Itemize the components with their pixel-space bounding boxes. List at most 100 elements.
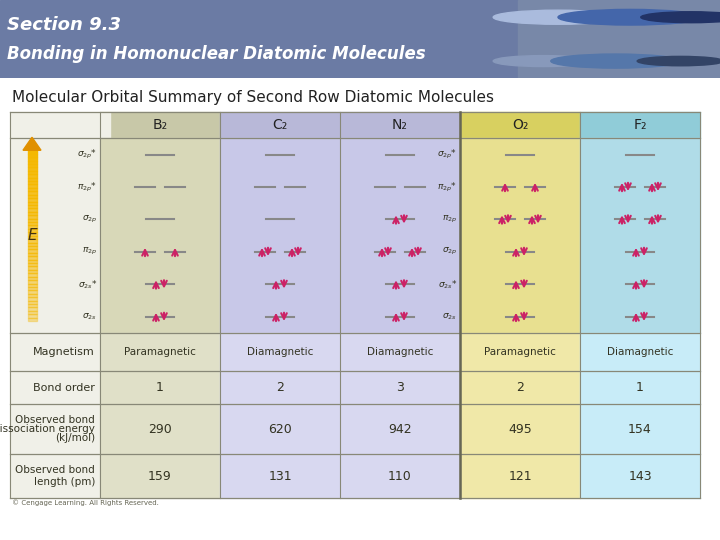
Bar xyxy=(27,291,37,294)
Text: Section 9.3: Section 9.3 xyxy=(7,16,121,33)
Text: Bond order: Bond order xyxy=(33,383,95,393)
Text: Bonding in Homonuclear Diatomic Molecules: Bonding in Homonuclear Diatomic Molecule… xyxy=(7,45,426,63)
Text: 942: 942 xyxy=(388,423,412,436)
Bar xyxy=(340,333,460,371)
Bar xyxy=(460,138,580,333)
Bar xyxy=(27,225,37,229)
Bar xyxy=(580,138,700,333)
Bar xyxy=(27,263,37,266)
Text: Diamagnetic: Diamagnetic xyxy=(607,347,673,357)
Bar xyxy=(27,157,37,160)
Bar xyxy=(10,454,100,498)
Text: N₂: N₂ xyxy=(392,118,408,132)
Text: 290: 290 xyxy=(148,423,172,436)
Text: Diamagnetic: Diamagnetic xyxy=(247,347,313,357)
Text: 131: 131 xyxy=(268,470,292,483)
Text: 620: 620 xyxy=(268,423,292,436)
Bar xyxy=(100,454,220,498)
Bar xyxy=(27,229,37,232)
Text: 495: 495 xyxy=(508,423,532,436)
Text: $\pi_{2p}$*: $\pi_{2p}$* xyxy=(437,180,457,193)
Bar xyxy=(460,112,580,138)
Bar xyxy=(27,260,37,263)
Text: Observed bond: Observed bond xyxy=(15,415,95,425)
Text: $\sigma_{2p}$*: $\sigma_{2p}$* xyxy=(77,148,97,161)
Bar xyxy=(460,333,580,371)
Bar xyxy=(10,404,100,454)
Text: Paramagnetic: Paramagnetic xyxy=(124,347,196,357)
Circle shape xyxy=(493,10,623,24)
Bar xyxy=(340,112,460,138)
Bar xyxy=(27,239,37,242)
Bar xyxy=(10,112,110,333)
Bar xyxy=(220,404,340,454)
Bar xyxy=(100,404,220,454)
Bar xyxy=(27,294,37,297)
Bar xyxy=(27,235,37,239)
Text: $\sigma_{2s}$*: $\sigma_{2s}$* xyxy=(438,278,457,291)
Bar xyxy=(27,212,37,215)
Text: 159: 159 xyxy=(148,470,172,483)
Bar xyxy=(220,138,340,333)
Bar xyxy=(27,215,37,219)
Bar xyxy=(27,256,37,260)
Text: $\sigma_{2s}$: $\sigma_{2s}$ xyxy=(82,312,97,322)
Text: $\pi_{2p}$*: $\pi_{2p}$* xyxy=(77,180,97,193)
Bar xyxy=(27,167,37,171)
Circle shape xyxy=(637,56,720,66)
Text: Magnetism: Magnetism xyxy=(33,347,95,357)
Text: $\sigma_{2s}$: $\sigma_{2s}$ xyxy=(442,312,457,322)
Circle shape xyxy=(551,54,680,68)
Text: length (pm): length (pm) xyxy=(34,477,95,487)
Bar xyxy=(27,191,37,195)
Text: $\sigma_{2p}$: $\sigma_{2p}$ xyxy=(441,246,457,258)
Bar xyxy=(27,208,37,212)
Text: 1: 1 xyxy=(156,381,164,394)
Text: Observed bond: Observed bond xyxy=(15,465,95,475)
Bar xyxy=(27,253,37,256)
Bar xyxy=(27,171,37,174)
Bar xyxy=(340,454,460,498)
Bar xyxy=(580,404,700,454)
Bar xyxy=(100,371,220,404)
Text: $\sigma_{2p}$*: $\sigma_{2p}$* xyxy=(437,148,457,161)
Bar xyxy=(27,201,37,205)
Bar xyxy=(27,273,37,276)
Bar xyxy=(220,371,340,404)
Bar xyxy=(518,0,720,78)
Bar xyxy=(27,242,37,246)
Bar xyxy=(27,249,37,253)
Bar xyxy=(340,138,460,333)
Bar xyxy=(460,404,580,454)
Text: 2: 2 xyxy=(276,381,284,394)
Text: (kJ/mol): (kJ/mol) xyxy=(55,433,95,443)
Bar xyxy=(27,150,37,154)
Bar xyxy=(27,318,37,321)
Polygon shape xyxy=(23,137,41,150)
Bar xyxy=(27,205,37,208)
Bar xyxy=(27,181,37,185)
Bar xyxy=(580,371,700,404)
Bar xyxy=(27,280,37,284)
Text: $\pi_{2p}$: $\pi_{2p}$ xyxy=(442,214,457,225)
Bar xyxy=(580,112,700,138)
Bar xyxy=(340,404,460,454)
Bar xyxy=(27,154,37,157)
Bar xyxy=(27,185,37,188)
Circle shape xyxy=(493,56,594,66)
Text: E: E xyxy=(27,228,37,243)
Bar xyxy=(340,371,460,404)
Bar xyxy=(27,270,37,273)
Bar xyxy=(27,174,37,178)
Bar xyxy=(27,314,37,318)
Bar xyxy=(27,246,37,249)
Bar xyxy=(100,138,220,333)
Bar xyxy=(27,311,37,314)
Bar xyxy=(580,333,700,371)
Bar xyxy=(220,454,340,498)
Text: 3: 3 xyxy=(396,381,404,394)
Text: © Cengage Learning. All Rights Reserved.: © Cengage Learning. All Rights Reserved. xyxy=(12,499,159,505)
Bar xyxy=(27,304,37,307)
Bar xyxy=(100,112,220,138)
Bar xyxy=(27,198,37,201)
